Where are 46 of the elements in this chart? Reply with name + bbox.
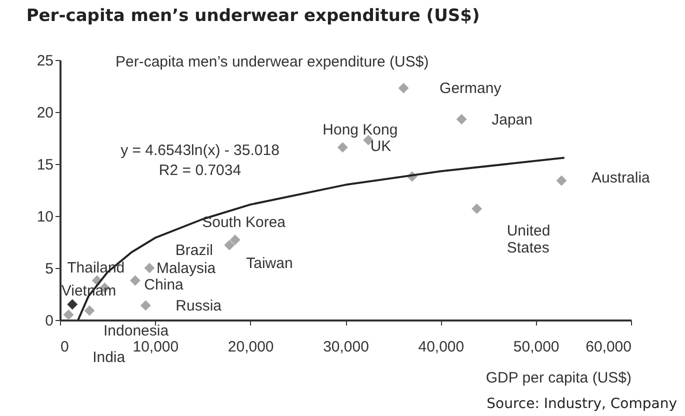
annotation: Indonesia xyxy=(104,322,170,340)
point xyxy=(140,300,151,311)
annotation: China xyxy=(144,276,184,294)
annotation: UK xyxy=(370,138,392,156)
point xyxy=(84,305,95,316)
point xyxy=(130,275,140,286)
y-axis-title: Per-capita men’s underwear expenditure (US$) xyxy=(116,54,429,70)
x-tick-label: 60,000 xyxy=(586,338,632,356)
annotation: y = 4.6543ln(x) - 35.018 xyxy=(120,142,280,159)
point xyxy=(67,299,78,310)
annotation: Japan xyxy=(492,111,532,128)
y-tick-label: 25 xyxy=(36,52,54,70)
annotation: United States xyxy=(506,222,550,257)
chart-title: Per-capita men’s underwear expenditure (US$) xyxy=(26,6,480,26)
point xyxy=(337,142,348,153)
x-tick-label: 20,000 xyxy=(228,338,274,356)
x-tick-label: 10,000 xyxy=(132,338,179,356)
point xyxy=(144,262,155,274)
annotation: Malaysia xyxy=(156,260,216,277)
point xyxy=(556,175,567,186)
annotation: Hong Kong xyxy=(322,121,398,138)
x-tick-label: 40,000 xyxy=(418,338,464,356)
y-tick-label: 20 xyxy=(36,104,54,122)
y-tick-label: 5 xyxy=(45,260,54,278)
point xyxy=(398,82,409,94)
point xyxy=(472,203,482,214)
y-tick-label: 0 xyxy=(45,312,54,330)
y-tick-label: 15 xyxy=(36,156,54,174)
x-tick-label: 0 xyxy=(60,338,69,356)
point xyxy=(230,234,240,246)
x-axis-title: GDP per capita (US$) xyxy=(486,370,632,386)
annotation: Russia xyxy=(176,297,222,314)
point xyxy=(63,310,74,320)
annotation: Germany xyxy=(440,80,502,98)
annotation: Brazil xyxy=(175,242,213,260)
annotation: R2 = 0.7034 xyxy=(158,162,242,179)
x-tick-label: 50,000 xyxy=(513,338,560,356)
annotation: South Korea xyxy=(202,214,286,231)
y-tick-label: 10 xyxy=(36,208,54,226)
annotation: Australia xyxy=(592,170,651,187)
source-note: Source: Industry, Company xyxy=(486,396,677,412)
point xyxy=(456,114,467,125)
annotation: Taiwan xyxy=(246,254,293,272)
x-tick-label: 30,000 xyxy=(323,338,369,356)
point xyxy=(224,240,235,250)
annotation: India xyxy=(92,348,126,366)
